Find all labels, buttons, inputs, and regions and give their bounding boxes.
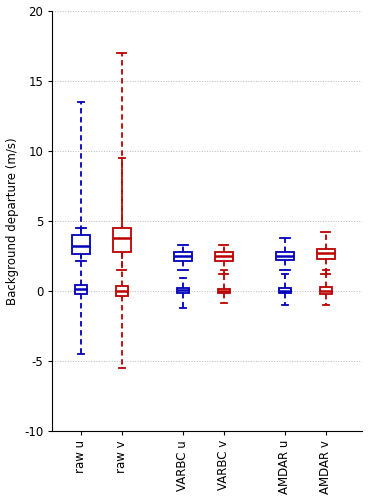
Bar — [113, 228, 131, 252]
Bar — [116, 286, 128, 296]
Bar — [177, 288, 189, 292]
Bar — [276, 252, 294, 260]
Bar — [217, 289, 230, 292]
Bar — [174, 252, 192, 262]
Bar — [316, 249, 335, 258]
Bar — [279, 288, 291, 294]
Bar — [75, 286, 87, 294]
Bar — [215, 252, 233, 262]
Bar — [319, 288, 332, 294]
Y-axis label: Background departure (m/s): Background departure (m/s) — [6, 137, 18, 304]
Bar — [72, 235, 90, 255]
